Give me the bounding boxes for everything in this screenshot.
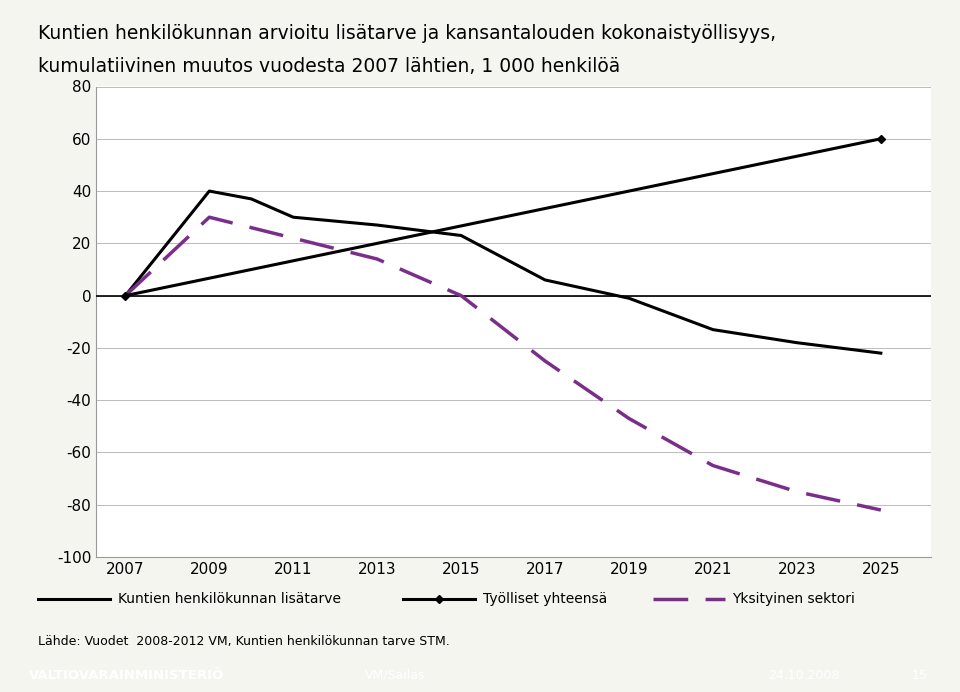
Text: VM/Sailas: VM/Sailas [365, 669, 425, 682]
Text: 15: 15 [912, 669, 928, 682]
Text: kumulatiivinen muutos vuodesta 2007 lähtien, 1 000 henkilöä: kumulatiivinen muutos vuodesta 2007 läht… [38, 57, 621, 75]
Text: Lähde: Vuodet  2008-2012 VM, Kuntien henkilökunnan tarve STM.: Lähde: Vuodet 2008-2012 VM, Kuntien henk… [38, 635, 450, 648]
Text: VALTIOVARAINMINISTERIÖ: VALTIOVARAINMINISTERIÖ [29, 669, 224, 682]
Text: Työlliset yhteensä: Työlliset yhteensä [483, 592, 607, 606]
Text: Yksityinen sektori: Yksityinen sektori [732, 592, 855, 606]
Text: Kuntien henkilökunnan lisätarve: Kuntien henkilökunnan lisätarve [118, 592, 341, 606]
Text: 24.10.2008: 24.10.2008 [768, 669, 839, 682]
Text: Kuntien henkilökunnan arvioitu lisätarve ja kansantalouden kokonaistyöllisyys,: Kuntien henkilökunnan arvioitu lisätarve… [38, 24, 777, 43]
